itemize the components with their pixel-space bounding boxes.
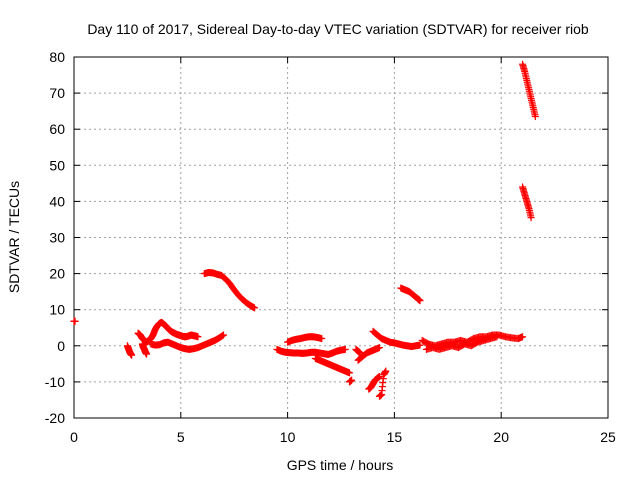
data-point [375,372,383,380]
data-point [527,214,535,222]
data-point [71,317,79,325]
y-tick-label: 10 [49,302,65,318]
data-points [70,60,539,400]
y-tick-label: -10 [45,374,65,390]
data-point [348,376,356,384]
y-axis-label: SDTVAR / TECUs [6,181,22,293]
data-point [493,333,501,341]
x-tick-label: 15 [387,429,403,445]
x-tick-label: 20 [493,429,509,445]
y-tick-label: 50 [49,157,65,173]
x-tick-label: 0 [70,429,78,445]
data-point [220,331,228,339]
y-tick-label: 80 [49,49,65,65]
data-point [250,304,258,312]
x-tick-label: 25 [600,429,616,445]
data-point [416,341,424,349]
data-point [416,297,424,305]
y-tick-label: 60 [49,121,65,137]
x-tick-label: 5 [177,429,185,445]
data-point [341,345,349,353]
y-tick-label: -20 [45,410,65,426]
y-tick-label: 0 [57,338,65,354]
data-point [346,369,354,377]
y-tick-label: 20 [49,266,65,282]
x-axis-label: GPS time / hours [287,457,394,473]
data-point [318,335,326,343]
x-tick-label: 10 [280,429,296,445]
data-point [143,350,151,358]
y-tick-label: 70 [49,85,65,101]
data-point [531,113,539,121]
grid [74,57,608,418]
y-tick-label: 30 [49,230,65,246]
data-point [194,333,202,341]
data-point [519,333,527,341]
y-tick-label: 40 [49,193,65,209]
data-point [128,351,136,359]
data-point [375,344,383,352]
y-axis: -20 -10 0 10 20 30 40 50 60 70 80 [45,49,608,426]
x-axis: 0 5 10 15 20 25 [70,57,616,445]
chart-title: Day 110 of 2017, Sidereal Day-to-day VTE… [87,21,589,37]
data-point [382,367,390,375]
